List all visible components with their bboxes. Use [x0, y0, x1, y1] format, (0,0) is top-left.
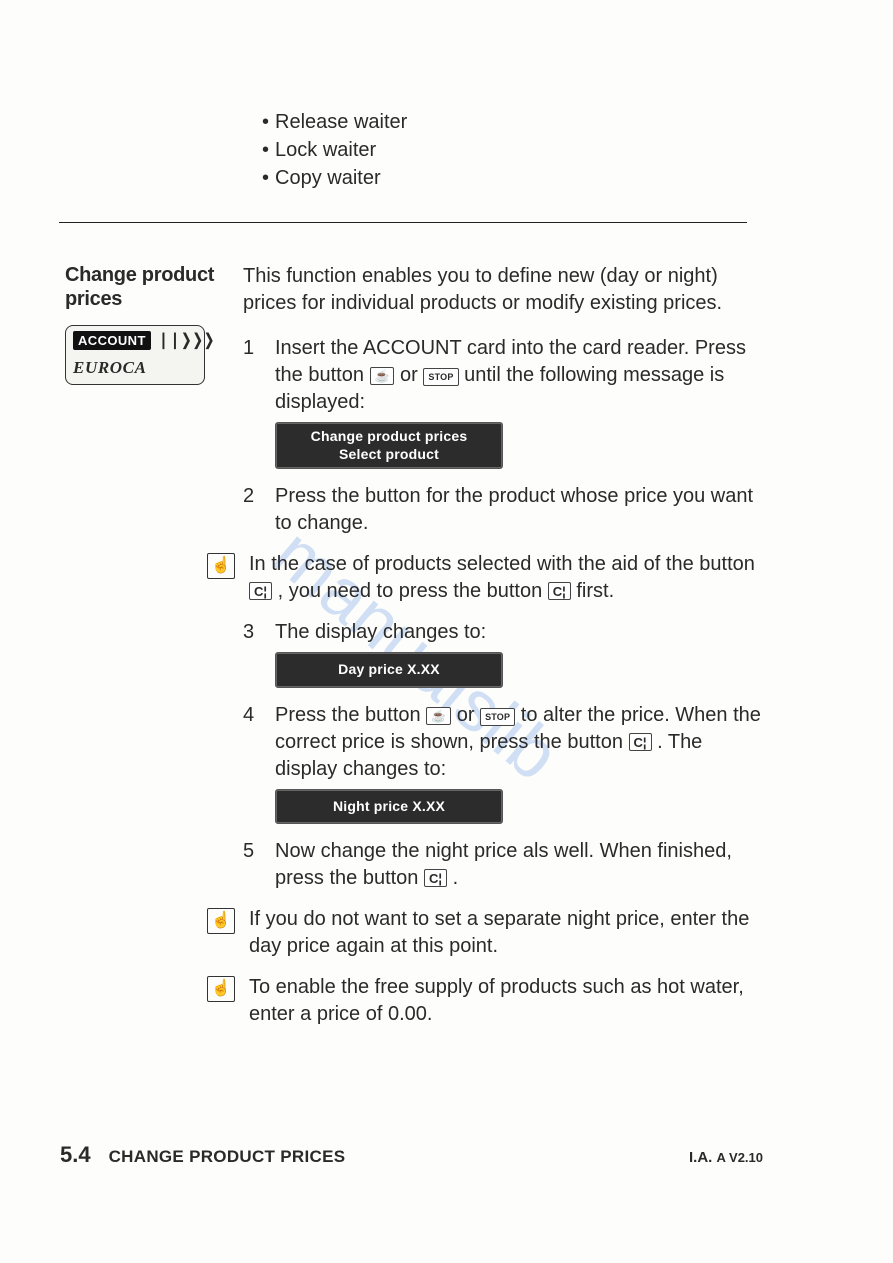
note-text: To enable the free supply of products su… [249, 974, 763, 1028]
note-text: If you do not want to set a separate nig… [249, 906, 763, 960]
list-item: •Copy waiter [262, 164, 763, 192]
card-arrows-icon: ❘❘❭❭❭ [157, 330, 214, 350]
step-text: Press the button for the product whose p… [275, 483, 763, 537]
footer-title: CHANGE PRODUCT PRICES [109, 1147, 346, 1167]
button-key-coffee-icon: ☕ [370, 367, 395, 385]
note-text: , you need to press the button [278, 580, 548, 602]
list-item: •Lock waiter [262, 136, 763, 164]
lcd-display: Day price X.XX [275, 652, 503, 688]
card-account-label: ACCOUNT [73, 331, 151, 350]
pointing-hand-icon: ☝ [207, 553, 235, 579]
note: ☝ To enable the free supply of products … [207, 974, 763, 1028]
step-1: 1 Insert the ACCOUNT card into the card … [243, 335, 763, 469]
lcd-display: Change product prices Select product [275, 422, 503, 469]
step-text: The display changes to: [275, 621, 486, 643]
step-text: or [400, 364, 423, 386]
step-number: 3 [243, 619, 257, 688]
step-number: 5 [243, 838, 257, 892]
step-text: . [453, 867, 459, 889]
button-key-c-icon: C¦ [629, 733, 652, 751]
pointing-hand-icon: ☝ [207, 976, 235, 1002]
step-number: 1 [243, 335, 257, 469]
footer-doc-id: I.A. A V2.10 [689, 1149, 763, 1166]
step-text: Press the button [275, 704, 426, 726]
step-text: Now change the night price als well. Whe… [275, 840, 732, 889]
button-key-c-icon: C¦ [424, 869, 447, 887]
top-bullet-list: •Release waiter •Lock waiter •Copy waite… [262, 108, 763, 192]
step-4: 4 Press the button ☕ or STOP to alter th… [243, 702, 763, 825]
step-3: 3 The display changes to: Day price X.XX [243, 619, 763, 688]
button-key-c-icon: C¦ [249, 582, 272, 600]
card-brand: EUROCA [73, 358, 197, 378]
list-item: •Release waiter [262, 108, 763, 136]
step-text: or [457, 704, 480, 726]
page-footer: 5.4 CHANGE PRODUCT PRICES I.A. A V2.10 [60, 1142, 763, 1168]
section-divider [59, 222, 747, 223]
note-text: first. [576, 580, 614, 602]
lcd-display: Night price X.XX [275, 789, 503, 825]
button-key-coffee-icon: ☕ [426, 707, 451, 725]
section-heading: Change product prices [65, 263, 215, 311]
step-number: 2 [243, 483, 257, 537]
section-intro: This function enables you to define new … [243, 263, 763, 317]
note: ☝ If you do not want to set a separate n… [207, 906, 763, 960]
step-number: 4 [243, 702, 257, 825]
button-key-c-icon: C¦ [548, 582, 571, 600]
note: ☝ In the case of products selected with … [207, 551, 763, 605]
footer-section-number: 5.4 [60, 1142, 91, 1168]
note-text: In the case of products selected with th… [249, 553, 755, 575]
step-2: 2 Press the button for the product whose… [243, 483, 763, 537]
pointing-hand-icon: ☝ [207, 908, 235, 934]
button-key-stop-icon: STOP [480, 708, 515, 726]
step-5: 5 Now change the night price als well. W… [243, 838, 763, 892]
button-key-stop-icon: STOP [423, 368, 458, 386]
account-card-illustration: ACCOUNT ❘❘❭❭❭ EUROCA [65, 325, 205, 385]
